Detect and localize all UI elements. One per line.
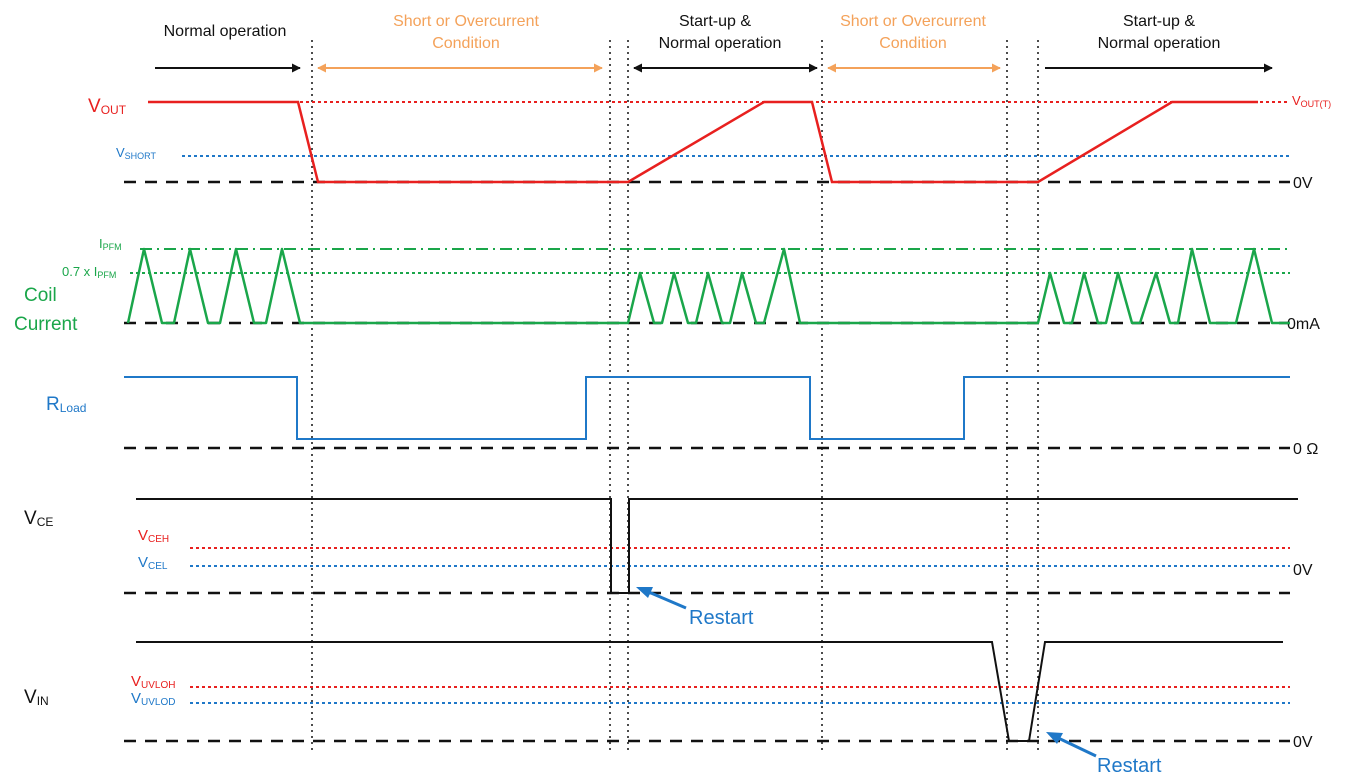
restart-arrow-1: [643, 588, 687, 610]
restart-label-1: Restart: [689, 607, 754, 629]
phase-startup-2-line1: Start-up &: [1123, 13, 1195, 30]
vuvlod-label: VUVLOD: [131, 690, 175, 708]
vout-target-label: VOUT(T): [1292, 93, 1331, 109]
restart-arrowhead-2: [1046, 732, 1063, 744]
phase-dividers: [311, 40, 1039, 752]
vin-waveform: [136, 641, 1283, 742]
coil-zero-label: 0mA: [1287, 316, 1320, 333]
vin-label: VIN: [24, 687, 49, 708]
vshort-label: VSHORT: [116, 145, 157, 161]
ipfm-label: IPFM: [99, 236, 122, 252]
phase-short-condition-2-line2: Condition: [879, 35, 947, 52]
vce-zero-label: 0V: [1293, 562, 1313, 579]
phase-labels: Normal operation Short or Overcurrent Co…: [164, 13, 1221, 52]
vout-label: VOUT: [88, 96, 127, 117]
restart-arrowhead-1: [636, 587, 653, 598]
rload-label: RLoad: [46, 394, 86, 415]
phase-startup-1-line1: Start-up &: [679, 13, 751, 30]
vout-zero-label: 0V: [1293, 175, 1313, 192]
rload-signal-group: RLoad 0 Ω: [46, 376, 1318, 458]
vce-label: VCE: [24, 508, 53, 529]
restart-arrow-2: [1053, 734, 1097, 758]
coil-current-label-line1: Coil: [24, 285, 57, 306]
vce-signal-group: VCE VCEH VCEL 0V Restart: [24, 498, 1313, 629]
phase-short-condition-2-line1: Short or Overcurrent: [840, 13, 986, 30]
vin-signal-group: VIN VUVLOH VUVLOD 0V Restart: [24, 641, 1313, 777]
rload-zero-label: 0 Ω: [1293, 441, 1318, 458]
vin-zero-label: 0V: [1293, 734, 1313, 751]
phase-startup-1-line2: Normal operation: [659, 35, 782, 52]
phase-short-condition-1-line2: Condition: [432, 35, 500, 52]
vout-signal-group: VOUT VOUT(T) VSHORT 0V: [88, 93, 1331, 192]
vceh-label: VCEH: [138, 527, 169, 545]
restart-label-2: Restart: [1097, 755, 1162, 777]
vce-waveform: [136, 498, 1298, 594]
ipfm-07-label: 0.7 x IPFM: [62, 264, 116, 280]
phase-short-condition-1-line1: Short or Overcurrent: [393, 13, 539, 30]
vcel-label: VCEL: [138, 554, 168, 572]
phase-startup-2-line2: Normal operation: [1098, 35, 1221, 52]
coil-current-signal-group: Coil Current IPFM 0.7 x IPFM 0mA: [14, 236, 1320, 335]
coil-current-label-line2: Current: [14, 314, 78, 335]
vuvloh-label: VUVLOH: [131, 673, 175, 691]
vout-waveform: [148, 100, 1258, 184]
rload-waveform: [124, 376, 1290, 440]
phase-normal-operation-label: Normal operation: [164, 23, 287, 40]
coil-current-waveform: [126, 247, 1290, 325]
